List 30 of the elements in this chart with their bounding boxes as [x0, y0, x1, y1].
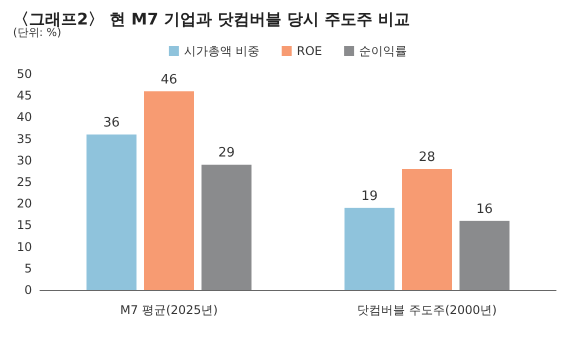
- chart-title: 〈그래프2〉 현 M7 기업과 닷컴버블 당시 주도주 비교: [13, 10, 410, 28]
- data-label: 29: [218, 146, 235, 161]
- y-tick-label: 45: [16, 88, 32, 103]
- chart-subtitle: (단위: %): [13, 26, 62, 39]
- legend-label: 순이익률: [359, 44, 408, 58]
- y-tick-label: 0: [24, 283, 32, 297]
- legend-label: 시가총액 비중: [184, 44, 260, 58]
- bar: [144, 91, 194, 290]
- y-tick-label: 5: [24, 261, 32, 276]
- y-tick-label: 40: [16, 110, 32, 124]
- data-label: 28: [418, 150, 436, 166]
- data-label: 16: [476, 202, 493, 217]
- bar: [402, 169, 452, 290]
- data-label: 46: [160, 72, 178, 88]
- y-tick-label: 10: [16, 240, 32, 254]
- y-tick-label: 15: [16, 218, 32, 232]
- bar: [202, 164, 252, 290]
- bar: [460, 220, 510, 290]
- x-tick-label: 닷컴버블 주도주(2000년): [357, 303, 497, 317]
- bar: [344, 208, 394, 290]
- bar: [86, 134, 136, 290]
- data-label: 19: [361, 188, 378, 204]
- y-tick-label: 50: [16, 67, 32, 81]
- data-label: 36: [103, 115, 120, 130]
- x-tick-label: M7 평균(2025년): [120, 303, 218, 317]
- y-tick-label: 30: [16, 153, 32, 168]
- legend-label: ROE: [296, 44, 322, 58]
- y-tick-label: 20: [16, 196, 32, 211]
- y-tick-label: 35: [16, 132, 32, 146]
- y-tick-label: 25: [16, 175, 32, 189]
